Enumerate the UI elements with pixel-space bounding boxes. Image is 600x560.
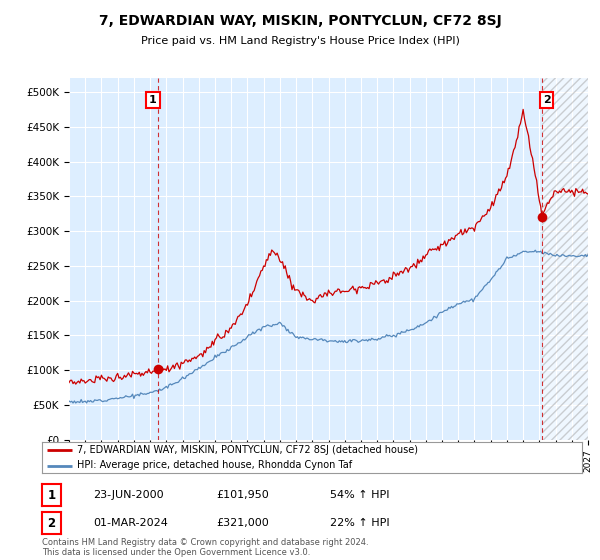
Text: £101,950: £101,950 <box>216 490 269 500</box>
Text: 7, EDWARDIAN WAY, MISKIN, PONTYCLUN, CF72 8SJ: 7, EDWARDIAN WAY, MISKIN, PONTYCLUN, CF7… <box>98 14 502 28</box>
Text: 2: 2 <box>47 516 56 530</box>
Text: Contains HM Land Registry data © Crown copyright and database right 2024.
This d: Contains HM Land Registry data © Crown c… <box>42 538 368 557</box>
Text: 23-JUN-2000: 23-JUN-2000 <box>93 490 164 500</box>
Text: Price paid vs. HM Land Registry's House Price Index (HPI): Price paid vs. HM Land Registry's House … <box>140 36 460 46</box>
Text: 1: 1 <box>47 488 56 502</box>
Text: £321,000: £321,000 <box>216 518 269 528</box>
Text: 1: 1 <box>149 95 157 105</box>
Text: 01-MAR-2024: 01-MAR-2024 <box>93 518 168 528</box>
Text: HPI: Average price, detached house, Rhondda Cynon Taf: HPI: Average price, detached house, Rhon… <box>77 460 352 470</box>
Text: 7, EDWARDIAN WAY, MISKIN, PONTYCLUN, CF72 8SJ (detached house): 7, EDWARDIAN WAY, MISKIN, PONTYCLUN, CF7… <box>77 445 418 455</box>
Text: 22% ↑ HPI: 22% ↑ HPI <box>330 518 389 528</box>
Text: 54% ↑ HPI: 54% ↑ HPI <box>330 490 389 500</box>
Text: 2: 2 <box>543 95 551 105</box>
